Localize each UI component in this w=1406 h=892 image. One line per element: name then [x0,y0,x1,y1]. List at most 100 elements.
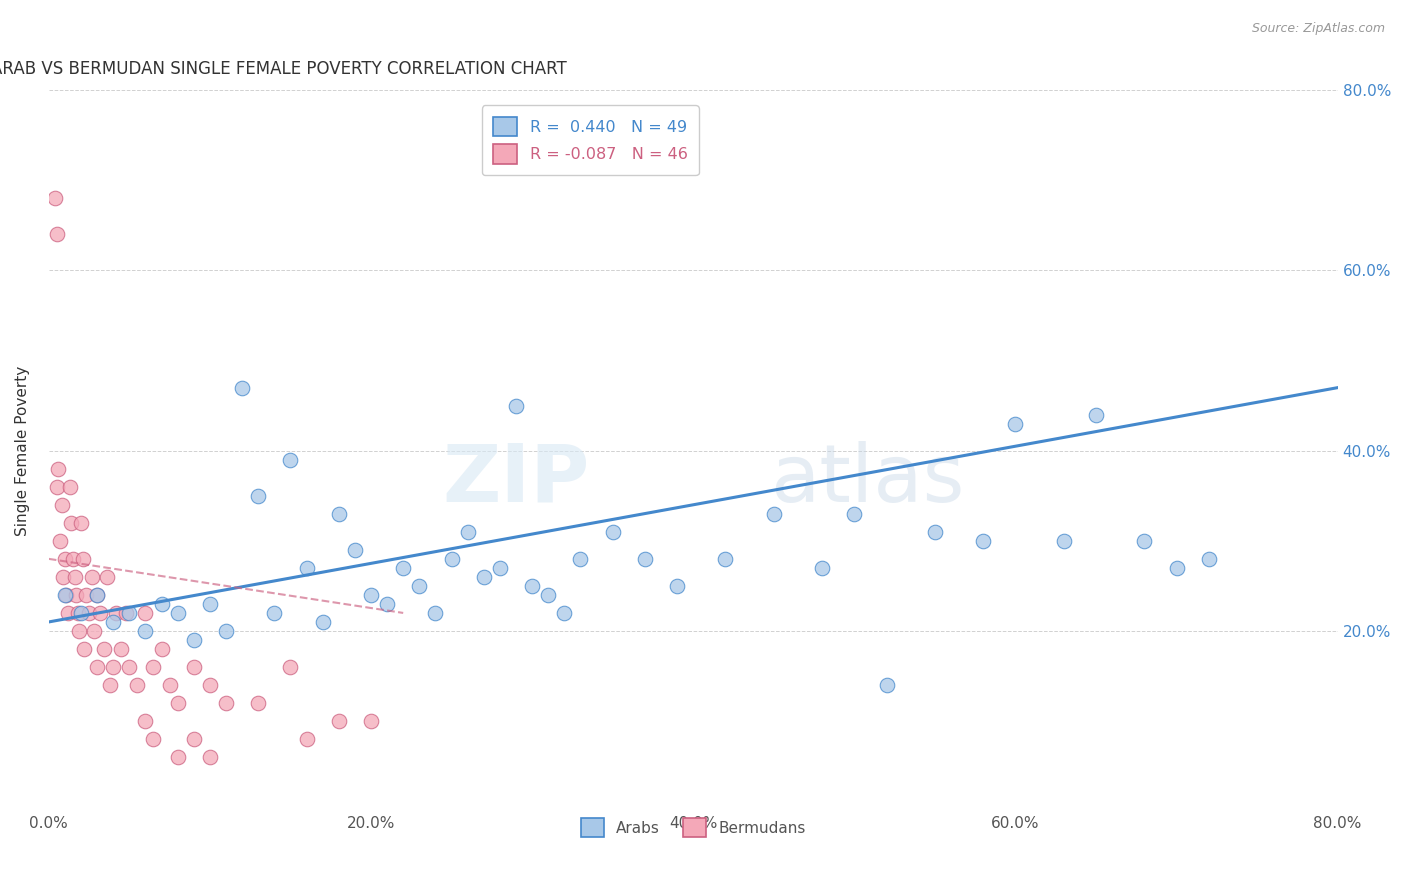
Point [311,615,333,629]
Point [65,588,87,602]
Point [49,533,72,548]
Point [86,660,108,674]
Point [440,552,463,566]
Point [215,696,238,710]
Point [45,227,67,242]
Point [1198,552,1220,566]
Point [505,399,527,413]
Point [55,588,77,602]
Point [876,678,898,692]
Point [408,579,430,593]
Point [569,552,592,566]
Point [520,579,543,593]
Point [103,615,125,629]
Point [53,588,76,602]
Point [1053,533,1076,548]
Point [811,561,834,575]
Point [972,533,994,548]
Point [72,552,94,566]
Point [553,606,575,620]
Point [634,552,657,566]
Point [215,624,238,638]
Point [263,606,285,620]
Point [280,452,302,467]
Point [70,606,93,620]
Point [844,507,866,521]
Point [231,381,253,395]
Point [56,606,79,620]
Point [52,570,75,584]
Point [134,624,156,638]
Point [247,696,270,710]
Text: Source: ZipAtlas.com: Source: ZipAtlas.com [1251,22,1385,36]
Point [89,606,111,620]
Legend: Arabs, Bermudans: Arabs, Bermudans [575,813,811,843]
Point [134,606,156,620]
Point [150,597,173,611]
Text: atlas: atlas [770,441,965,518]
Point [183,660,205,674]
Point [60,516,83,530]
Point [295,561,318,575]
Point [45,480,67,494]
Point [375,597,398,611]
Point [62,552,84,566]
Point [51,498,73,512]
Point [73,642,96,657]
Point [118,660,141,674]
Point [105,606,128,620]
Point [1004,417,1026,431]
Y-axis label: Single Female Poverty: Single Female Poverty [15,366,30,536]
Point [82,570,104,584]
Point [1166,561,1188,575]
Point [166,750,188,764]
Point [66,606,89,620]
Point [118,606,141,620]
Point [98,678,121,692]
Point [86,588,108,602]
Point [198,597,221,611]
Text: ARAB VS BERMUDAN SINGLE FEMALE POVERTY CORRELATION CHART: ARAB VS BERMUDAN SINGLE FEMALE POVERTY C… [0,60,567,78]
Point [127,678,149,692]
Point [425,606,447,620]
Point [489,561,512,575]
Point [44,191,66,205]
Point [198,678,221,692]
Point [134,714,156,728]
Point [360,588,382,602]
Point [67,624,90,638]
Point [166,606,188,620]
Point [115,606,138,620]
Point [183,732,205,747]
Point [247,489,270,503]
Point [59,480,82,494]
Point [924,524,946,539]
Point [537,588,560,602]
Point [96,570,118,584]
Point [77,606,100,620]
Point [150,642,173,657]
Point [714,552,737,566]
Point [75,588,97,602]
Point [142,732,165,747]
Text: ZIP: ZIP [443,441,591,518]
Point [457,524,479,539]
Point [159,678,181,692]
Point [63,570,86,584]
Point [328,507,350,521]
Point [53,552,76,566]
Point [360,714,382,728]
Point [1133,533,1156,548]
Point [280,660,302,674]
Point [666,579,689,593]
Point [198,750,221,764]
Point [328,714,350,728]
Point [142,660,165,674]
Point [93,642,115,657]
Point [343,542,366,557]
Point [110,642,132,657]
Point [166,696,188,710]
Point [83,624,105,638]
Point [103,660,125,674]
Point [70,516,93,530]
